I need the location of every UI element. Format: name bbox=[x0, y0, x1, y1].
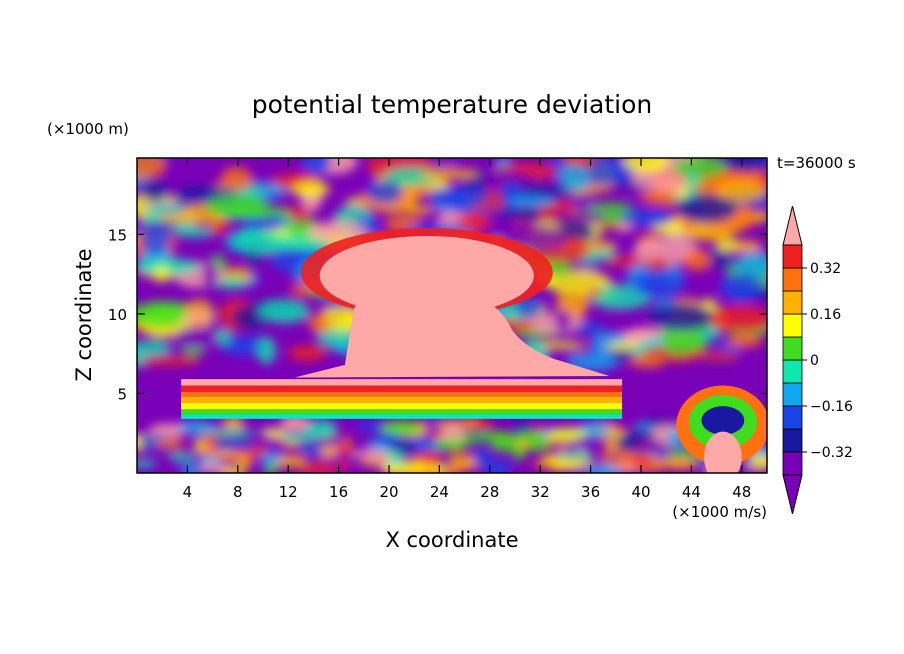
y-tick-label: 5 bbox=[117, 385, 127, 403]
colorbar-segment bbox=[782, 267, 803, 292]
x-tick-label: 36 bbox=[581, 483, 600, 501]
colorbar-extension-top bbox=[782, 205, 803, 246]
colorbar-segment bbox=[782, 359, 803, 384]
colorbar-segment bbox=[782, 336, 803, 361]
x-tick-label: 8 bbox=[233, 483, 243, 501]
x-tick-label: 28 bbox=[480, 483, 499, 501]
x-tick-label: 44 bbox=[682, 483, 701, 501]
time-label: t=36000 s bbox=[777, 154, 856, 172]
y-tick-label: 10 bbox=[108, 306, 127, 324]
colorbar-segment bbox=[782, 405, 803, 430]
colorbar-segment bbox=[782, 382, 803, 407]
colorbar-tick-label: 0 bbox=[810, 353, 819, 369]
x-axis-label: X coordinate bbox=[385, 528, 518, 552]
x-unit-label: (×1000 m/s) bbox=[672, 503, 767, 521]
colorbar-tick-label: −0.32 bbox=[810, 445, 853, 461]
y-axis-label: Z coordinate bbox=[72, 248, 96, 381]
colorbar-segment bbox=[782, 428, 803, 453]
x-tick-label: 48 bbox=[732, 483, 751, 501]
x-axis: 4 8 12 16 20 24 28 32 36 40 44 48 bbox=[183, 158, 751, 501]
colorbar-tick-label: −0.16 bbox=[810, 399, 853, 415]
chart-title: potential temperature deviation bbox=[252, 90, 652, 119]
colorbar-segment bbox=[782, 313, 803, 338]
colorbar-extension-bottom bbox=[782, 474, 803, 515]
x-tick-label: 12 bbox=[279, 483, 298, 501]
colorbar-segment bbox=[782, 290, 803, 315]
colorbar-segment bbox=[782, 244, 803, 269]
colorbar-tick-label: 0.32 bbox=[810, 261, 841, 277]
field-contours bbox=[137, 158, 767, 473]
colorbar: 0.32 0.16 0 −0.16 −0.32 bbox=[782, 205, 853, 515]
x-tick-label: 4 bbox=[183, 483, 193, 501]
plot-area bbox=[136, 157, 768, 474]
y-tick-label: 15 bbox=[108, 226, 127, 244]
plot-frame bbox=[136, 157, 768, 474]
y-unit-label: (×1000 m) bbox=[47, 120, 129, 138]
x-tick-label: 40 bbox=[631, 483, 650, 501]
x-tick-label: 32 bbox=[531, 483, 550, 501]
x-tick-label: 24 bbox=[430, 483, 449, 501]
x-tick-label: 20 bbox=[379, 483, 398, 501]
x-tick-label: 16 bbox=[329, 483, 348, 501]
colorbar-segment bbox=[782, 451, 803, 476]
colorbar-tick-label: 0.16 bbox=[810, 307, 841, 323]
y-axis: 5 10 15 bbox=[108, 226, 767, 403]
